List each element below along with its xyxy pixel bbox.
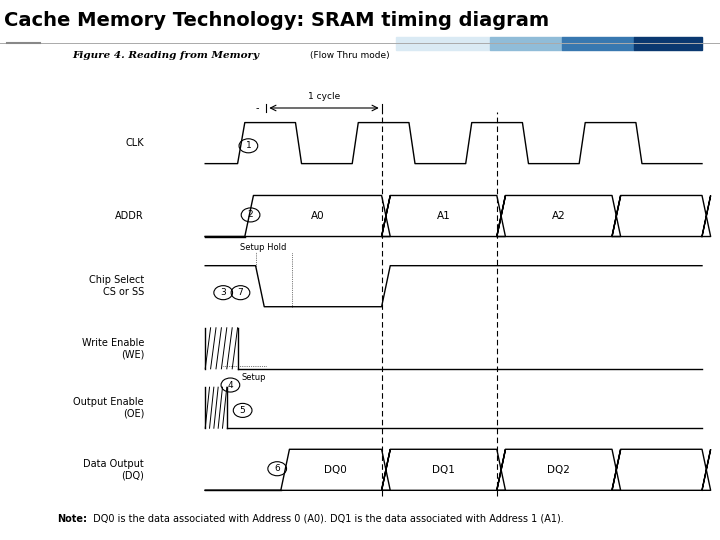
Text: DQ0 is the data associated with Address 0 (A0). DQ1 is the data associated with : DQ0 is the data associated with Address … bbox=[90, 514, 564, 524]
Text: CLK: CLK bbox=[125, 138, 144, 148]
Text: 2: 2 bbox=[248, 211, 253, 219]
Text: Cache Memory Technology: SRAM timing diagram: Cache Memory Technology: SRAM timing dia… bbox=[4, 11, 549, 30]
Text: Figure 4. Reading from Memory: Figure 4. Reading from Memory bbox=[72, 51, 259, 60]
Text: DQ1: DQ1 bbox=[432, 465, 455, 475]
Text: Note:: Note: bbox=[58, 514, 88, 524]
Text: 4: 4 bbox=[228, 381, 233, 389]
Bar bbox=[634, 37, 702, 50]
Text: DQ2: DQ2 bbox=[547, 465, 570, 475]
Bar bbox=[490, 37, 562, 50]
Text: -: - bbox=[256, 103, 259, 113]
Text: A0: A0 bbox=[311, 211, 324, 221]
Text: Chip Select
CS or SS: Chip Select CS or SS bbox=[89, 275, 144, 297]
Text: DQ0: DQ0 bbox=[324, 465, 347, 475]
Bar bbox=[562, 37, 634, 50]
Text: 1: 1 bbox=[246, 141, 251, 150]
Text: 6: 6 bbox=[274, 464, 280, 473]
Text: 1 cycle: 1 cycle bbox=[308, 92, 340, 101]
Text: 5: 5 bbox=[240, 406, 246, 415]
Text: Data Output
(DQ): Data Output (DQ) bbox=[84, 459, 144, 481]
Text: 3: 3 bbox=[220, 288, 226, 297]
Text: Write Enable
(WE): Write Enable (WE) bbox=[81, 338, 144, 359]
Text: (Flow Thru mode): (Flow Thru mode) bbox=[310, 51, 390, 60]
Text: A1: A1 bbox=[436, 211, 451, 221]
Text: 7: 7 bbox=[238, 288, 243, 297]
Text: Setup: Setup bbox=[241, 373, 266, 382]
Text: ADDR: ADDR bbox=[115, 211, 144, 221]
Bar bbox=[396, 37, 490, 50]
Text: Output Enable
(OE): Output Enable (OE) bbox=[73, 397, 144, 418]
Text: Setup Hold: Setup Hold bbox=[240, 243, 287, 252]
Text: A2: A2 bbox=[552, 211, 566, 221]
